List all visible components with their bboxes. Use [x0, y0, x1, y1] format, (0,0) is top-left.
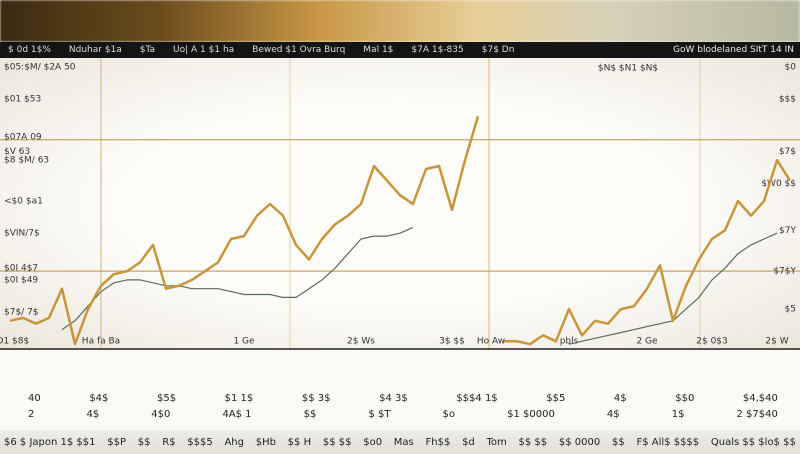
table-cell: 2 $7$40 — [736, 408, 778, 420]
y-tick-label: $V 63 — [4, 147, 30, 157]
table-cell: $4$ — [89, 392, 109, 404]
table-cell: 1$ — [671, 408, 685, 420]
table-cell: $5$ — [156, 392, 177, 404]
x-tick-label: 2 Ge — [636, 337, 658, 347]
y2-tick-label: $$$ — [779, 94, 796, 104]
footer-item: $Hb — [255, 436, 276, 448]
table-cell: $$0 — [675, 392, 695, 404]
table-cell: $$$4 1$ — [456, 392, 498, 404]
x-tick-label: 3$ $$ — [439, 337, 465, 347]
header-item: $7$ Dn — [481, 45, 515, 55]
footer-item: R$ — [162, 436, 176, 448]
x-tick-label: pbls — [560, 337, 579, 347]
table-cell: $o — [442, 408, 456, 420]
x-tick-label: Ho Aw — [477, 337, 505, 347]
table-cell: $ $T — [368, 408, 391, 420]
y-tick-label: $01 $53 — [4, 94, 41, 104]
series-line — [61, 226, 778, 345]
header-item: Uo| A 1 $1 ha — [173, 45, 235, 55]
header-item: Nduhar $1a — [68, 45, 122, 55]
header-title: GoW blodelaned SItT 14 IN — [673, 45, 794, 55]
header-item: $7A 1$-835 — [411, 45, 464, 55]
footer-item: $$ $$ — [322, 436, 352, 448]
footer-item: Fh$$ — [425, 436, 451, 448]
footer-item: $$P — [107, 436, 126, 448]
table-cell: $4 3$ — [379, 392, 408, 404]
y-tick-label: $VIN/7$ — [4, 229, 40, 239]
x-tick-label: 2$ W — [765, 337, 788, 347]
y-tick-label: <$0 $a1 — [4, 197, 43, 207]
y-tick-label: $8 $M/ 63 — [4, 156, 49, 166]
footer-item: Ahg — [224, 436, 244, 448]
table-cell: $$ — [303, 408, 317, 420]
table-cell: $1 $0000 — [507, 408, 555, 420]
y-tick-label: $07A 09 — [4, 132, 42, 142]
x-tick-label: 2$ Ws — [347, 337, 375, 347]
table-cell: 2 — [28, 408, 35, 420]
footer-item: $6 $ Japon 1$ $$1 — [4, 436, 96, 448]
data-table: 40 $4$ $5$ $1 1$ $$ 3$ $4 3$ $$$4 1$ $$5 4$ $$0 $4… — [0, 390, 800, 422]
footer-item: $d — [462, 436, 475, 448]
table-cell: 4$0 — [151, 408, 171, 420]
table-cell: 4A$ 1 — [222, 408, 252, 420]
y2-tick-label: $7$ — [779, 147, 796, 157]
y-tick-label: $7$/ 7$ — [4, 308, 39, 318]
x-tick-label: 2$ 0$3 — [696, 337, 728, 347]
footer-bar: $6 $ Japon 1$ $$1 $$P $$ R$ $$$5 Ahg $Hb $$ H $$… — [0, 430, 800, 454]
footer-item: Tom — [486, 436, 507, 448]
y2-tick-label: $7Y — [779, 226, 796, 236]
table-cell: 4$ — [86, 408, 100, 420]
footer-item: Quals $$ $lo$ $$ — [710, 436, 796, 448]
y-tick-label: $0I $49 — [4, 275, 38, 285]
table-row: 40 $4$ $5$ $1 1$ $$ 3$ $4 3$ $$$4 1$ $$5 4$ $$0 $4… — [0, 390, 800, 406]
table-cell: 40 — [28, 392, 41, 404]
footer-item: Mas — [393, 436, 414, 448]
annotation: $N$ $N1 $N$ — [598, 64, 658, 74]
footer-item: $$ H — [287, 436, 312, 448]
table-cell: $1 1$ — [224, 392, 254, 404]
y2-tick-label: $5 — [785, 305, 796, 315]
x-tick-label: Ha fa Ba — [82, 337, 120, 347]
table-cell: $$ 3$ — [301, 392, 331, 404]
footer-item: $$$5 — [187, 436, 213, 448]
table-cell: $4,$40 — [742, 392, 778, 404]
header-item: $ 0d 1$% — [8, 45, 51, 55]
header-item: Mal 1$ — [363, 45, 394, 55]
y2-tick-label: $7$Y — [773, 267, 796, 277]
footer-item: $o0 — [363, 436, 383, 448]
y2-tick-label: $W0 $$ — [761, 179, 796, 189]
footer-item: $$ $$ — [518, 436, 548, 448]
header-bar: $ 0d 1$% Nduhar $1a $Ta Uo| A 1 $1 ha Bewed … — [0, 42, 800, 58]
header-item: $Ta — [139, 45, 156, 55]
x-tick-label: $D1 $8$ — [0, 337, 29, 347]
background-photo — [0, 0, 800, 42]
y-tick-label: $05:$M/ $2A 50 — [4, 62, 76, 72]
y2-tick-label: $0 — [785, 62, 797, 72]
footer-item: $$ — [612, 436, 625, 448]
y-tick-label: $0I 4$7 — [4, 264, 38, 274]
table-cell: $$5 — [546, 392, 566, 404]
footer-item: $$ — [137, 436, 151, 448]
chart: $05:$M/ $2A 50 $01 $53 $07A 09 $V 63$8 $M/ … — [0, 58, 800, 350]
footer-item: $$ 0000 — [558, 436, 601, 448]
table-cell: 4$ — [613, 392, 627, 404]
x-tick-label: 1 Ge — [233, 337, 255, 347]
header-item: Bewed $1 Ovra Burq — [252, 45, 346, 55]
table-row: 2 4$ 4$0 4A$ 1 $$ $ $T $o $1 $0000 4$ 1$ 2 $7$40 — [0, 406, 800, 422]
series-line — [9, 116, 792, 346]
table-cell: 4$ — [606, 408, 620, 420]
footer-item: F$ All$ $$$$ — [636, 436, 700, 448]
